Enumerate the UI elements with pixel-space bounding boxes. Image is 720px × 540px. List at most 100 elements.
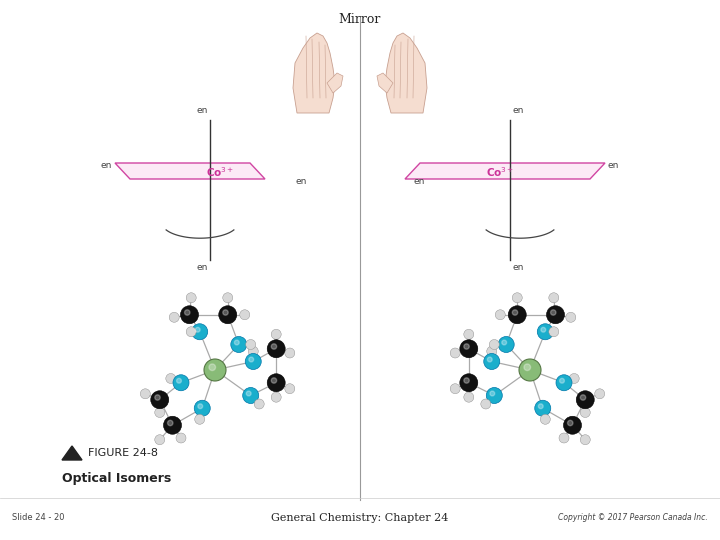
Circle shape bbox=[285, 384, 294, 394]
Circle shape bbox=[204, 359, 226, 381]
Circle shape bbox=[194, 414, 204, 424]
Text: en: en bbox=[513, 106, 523, 115]
Circle shape bbox=[580, 408, 590, 417]
Polygon shape bbox=[385, 33, 427, 113]
Text: Co$^{3+}$: Co$^{3+}$ bbox=[486, 165, 514, 179]
Circle shape bbox=[240, 310, 250, 320]
Text: en: en bbox=[101, 160, 112, 170]
Polygon shape bbox=[327, 73, 343, 93]
Circle shape bbox=[150, 391, 168, 409]
Circle shape bbox=[524, 364, 531, 370]
Circle shape bbox=[176, 379, 181, 383]
Circle shape bbox=[219, 306, 237, 324]
Circle shape bbox=[169, 312, 179, 322]
Circle shape bbox=[267, 340, 285, 357]
Circle shape bbox=[460, 340, 478, 357]
Text: en: en bbox=[413, 178, 425, 186]
Circle shape bbox=[222, 293, 233, 303]
Circle shape bbox=[231, 336, 247, 353]
Circle shape bbox=[155, 435, 165, 445]
Circle shape bbox=[576, 391, 594, 409]
Circle shape bbox=[209, 364, 215, 370]
Circle shape bbox=[235, 340, 239, 345]
Circle shape bbox=[540, 414, 550, 424]
Circle shape bbox=[140, 389, 150, 399]
Polygon shape bbox=[62, 446, 82, 460]
Text: Slide 24 - 20: Slide 24 - 20 bbox=[12, 514, 65, 523]
Circle shape bbox=[450, 348, 460, 358]
Polygon shape bbox=[377, 73, 393, 93]
Circle shape bbox=[512, 293, 522, 303]
Text: en: en bbox=[608, 160, 619, 170]
Circle shape bbox=[168, 420, 173, 426]
Text: Copyright © 2017 Pearson Canada Inc.: Copyright © 2017 Pearson Canada Inc. bbox=[558, 514, 708, 523]
Circle shape bbox=[155, 395, 160, 400]
Circle shape bbox=[173, 375, 189, 391]
Circle shape bbox=[556, 375, 572, 391]
Circle shape bbox=[541, 327, 546, 332]
Circle shape bbox=[535, 400, 551, 416]
Circle shape bbox=[267, 374, 285, 391]
Polygon shape bbox=[293, 33, 335, 113]
Polygon shape bbox=[405, 163, 605, 179]
Circle shape bbox=[248, 346, 258, 356]
Circle shape bbox=[166, 374, 176, 383]
Circle shape bbox=[490, 391, 495, 396]
Circle shape bbox=[508, 306, 526, 324]
Text: Mirror: Mirror bbox=[339, 13, 381, 26]
Circle shape bbox=[495, 310, 505, 320]
Circle shape bbox=[198, 404, 202, 409]
Circle shape bbox=[195, 327, 200, 332]
Text: en: en bbox=[513, 263, 523, 272]
Circle shape bbox=[186, 293, 196, 303]
Circle shape bbox=[484, 354, 500, 369]
Text: Optical Isomers: Optical Isomers bbox=[62, 472, 171, 485]
Circle shape bbox=[285, 348, 294, 358]
Circle shape bbox=[184, 310, 190, 315]
Circle shape bbox=[580, 435, 590, 445]
Circle shape bbox=[243, 388, 258, 403]
Circle shape bbox=[487, 346, 497, 356]
Circle shape bbox=[549, 293, 559, 303]
Circle shape bbox=[580, 395, 585, 400]
Circle shape bbox=[498, 336, 514, 353]
Circle shape bbox=[464, 378, 469, 383]
Circle shape bbox=[564, 416, 582, 434]
Circle shape bbox=[271, 329, 282, 339]
Circle shape bbox=[176, 433, 186, 443]
Circle shape bbox=[186, 327, 196, 337]
Circle shape bbox=[567, 420, 573, 426]
Circle shape bbox=[487, 357, 492, 362]
Circle shape bbox=[246, 354, 261, 369]
Polygon shape bbox=[115, 163, 265, 179]
Circle shape bbox=[546, 306, 564, 324]
Circle shape bbox=[271, 344, 276, 349]
Text: Co$^{3+}$: Co$^{3+}$ bbox=[206, 165, 234, 179]
Circle shape bbox=[246, 340, 256, 349]
Circle shape bbox=[271, 392, 282, 402]
Circle shape bbox=[595, 389, 605, 399]
Circle shape bbox=[181, 306, 199, 324]
Circle shape bbox=[502, 340, 507, 345]
Text: FIGURE 24-8: FIGURE 24-8 bbox=[88, 448, 158, 458]
Circle shape bbox=[246, 391, 251, 396]
Circle shape bbox=[559, 433, 569, 443]
Circle shape bbox=[450, 384, 460, 394]
Circle shape bbox=[249, 357, 253, 362]
Circle shape bbox=[559, 379, 564, 383]
Circle shape bbox=[551, 310, 556, 315]
Circle shape bbox=[570, 374, 579, 383]
Circle shape bbox=[155, 408, 165, 417]
Circle shape bbox=[549, 327, 559, 337]
Text: en: en bbox=[197, 263, 207, 272]
Circle shape bbox=[519, 359, 541, 381]
Circle shape bbox=[464, 392, 474, 402]
Circle shape bbox=[194, 400, 210, 416]
Circle shape bbox=[490, 340, 499, 349]
Circle shape bbox=[539, 404, 543, 409]
Circle shape bbox=[460, 374, 478, 391]
Circle shape bbox=[254, 399, 264, 409]
Circle shape bbox=[513, 310, 518, 315]
Circle shape bbox=[222, 310, 228, 315]
Circle shape bbox=[566, 312, 576, 322]
